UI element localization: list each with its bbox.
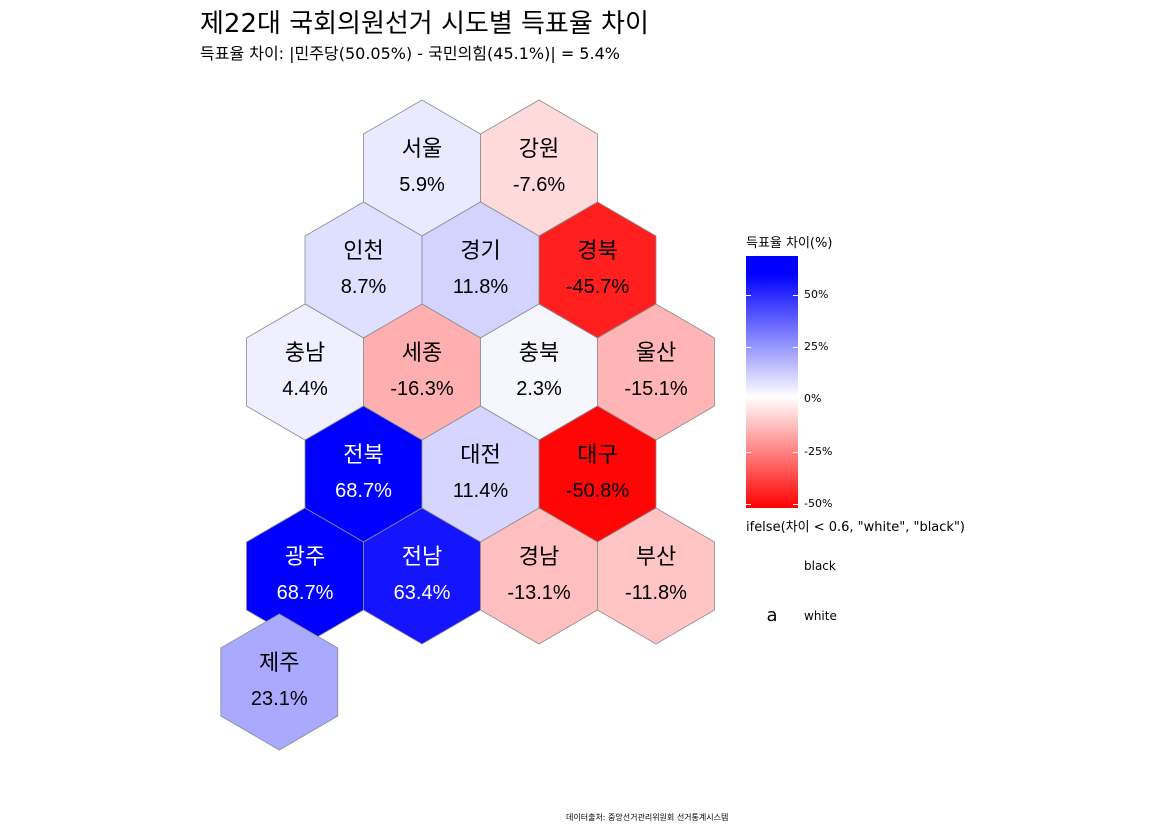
region-value-label: 11.8% (453, 276, 508, 298)
colorbar-tick-label: -50% (804, 496, 833, 510)
colorbar-tick-mark (793, 347, 798, 349)
region-value-label: 8.7% (341, 276, 387, 298)
hex-region: 울산 -15.1% (597, 303, 715, 441)
region-name-label: 세종 (402, 341, 442, 366)
hex-region: 인천 8.7% (304, 201, 423, 339)
region-name-label: 제주 (259, 651, 299, 676)
region-name-label: 경기 (460, 239, 500, 264)
region-name-label: 충남 (285, 341, 325, 366)
colorbar-tick-mark (793, 451, 798, 453)
region-name-label: 대전 (460, 443, 500, 468)
hex-tile (220, 613, 339, 751)
chart-subtitle: 득표율 차이: |민주당(50.05%) - 국민의힘(45.1%)| = 5.… (200, 44, 620, 63)
region-name-label: 인천 (343, 239, 383, 264)
region-name-label: 대구 (577, 443, 617, 468)
region-name-label: 강원 (519, 137, 559, 162)
colorbar-tick-label: -25% (804, 444, 833, 458)
hex-tile (597, 507, 715, 645)
colorbar-tick-label: 25% (804, 340, 829, 354)
colorbar-tick-mark (746, 295, 751, 297)
text-legend-key: a (766, 605, 778, 626)
hex-region: 충북 2.3% (480, 303, 598, 441)
region-name-label: 전북 (343, 443, 383, 468)
hex-region: 제주 23.1% (220, 613, 339, 751)
region-name-label: 광주 (285, 545, 325, 570)
hex-region: 서울 5.9% (363, 99, 481, 237)
region-value-label: 2.3% (516, 378, 562, 400)
region-value-label: 68.7% (277, 582, 334, 604)
fill-legend-title: 득표율 차이(%) (746, 236, 833, 251)
text-legend-title: ifelse(차이 < 0.6, "white", "black") (746, 520, 965, 535)
region-value-label: -7.6% (513, 174, 565, 196)
colorbar-tick-mark (793, 295, 798, 297)
region-value-label: 23.1% (251, 688, 308, 710)
colorbar-tick-mark (746, 347, 751, 349)
colorbar-tick-mark (746, 451, 751, 453)
hex-region: 부산 -11.8% (597, 507, 715, 645)
region-value-label: 63.4% (394, 582, 451, 604)
hex-region: 경북 -45.7% (538, 201, 657, 339)
text-legend-key: a (766, 555, 778, 576)
hex-region: 충남 4.4% (246, 303, 364, 441)
region-name-label: 부산 (636, 545, 676, 570)
colorbar-tick-label: 0% (804, 392, 822, 406)
region-value-label: -16.3% (390, 378, 454, 400)
region-name-label: 경남 (519, 545, 559, 570)
hex-region: 전북 68.7% (304, 405, 423, 543)
region-value-label: -50.8% (566, 480, 630, 502)
region-name-label: 경북 (577, 239, 617, 264)
colorbar-tick-mark (793, 399, 798, 401)
region-name-label: 서울 (402, 137, 442, 162)
region-value-label: 4.4% (282, 378, 328, 400)
colorbar-tick-mark (746, 503, 751, 505)
hex-region: 경남 -13.1% (480, 507, 598, 645)
fill-legend-colorbar (746, 256, 798, 508)
region-value-label: 5.9% (399, 174, 445, 196)
colorbar-tick-mark (746, 399, 751, 401)
region-value-label: 11.4% (453, 480, 508, 502)
text-legend-label: white (804, 609, 837, 623)
region-value-label: -11.8% (625, 582, 687, 604)
hex-region: 강원 -7.6% (480, 99, 598, 237)
region-name-label: 충북 (519, 341, 559, 366)
region-value-label: -45.7% (566, 276, 630, 298)
region-name-label: 울산 (636, 341, 676, 366)
colorbar-tick-label: 50% (804, 288, 829, 302)
region-value-label: 68.7% (335, 480, 392, 502)
chart-title: 제22대 국회의원선거 시도별 득표율 차이 (200, 9, 649, 39)
colorbar-tick-mark (793, 503, 798, 505)
region-value-label: -15.1% (624, 378, 688, 400)
region-value-label: -13.1% (507, 582, 571, 604)
region-name-label: 전남 (402, 545, 442, 570)
hex-region: 전남 63.4% (363, 507, 481, 645)
chart-caption: 데이터출처: 중앙선거관리위원회 선거통계시스템 (566, 813, 729, 822)
hex-region: 대전 11.4% (421, 405, 540, 543)
text-legend-label: black (804, 559, 836, 573)
